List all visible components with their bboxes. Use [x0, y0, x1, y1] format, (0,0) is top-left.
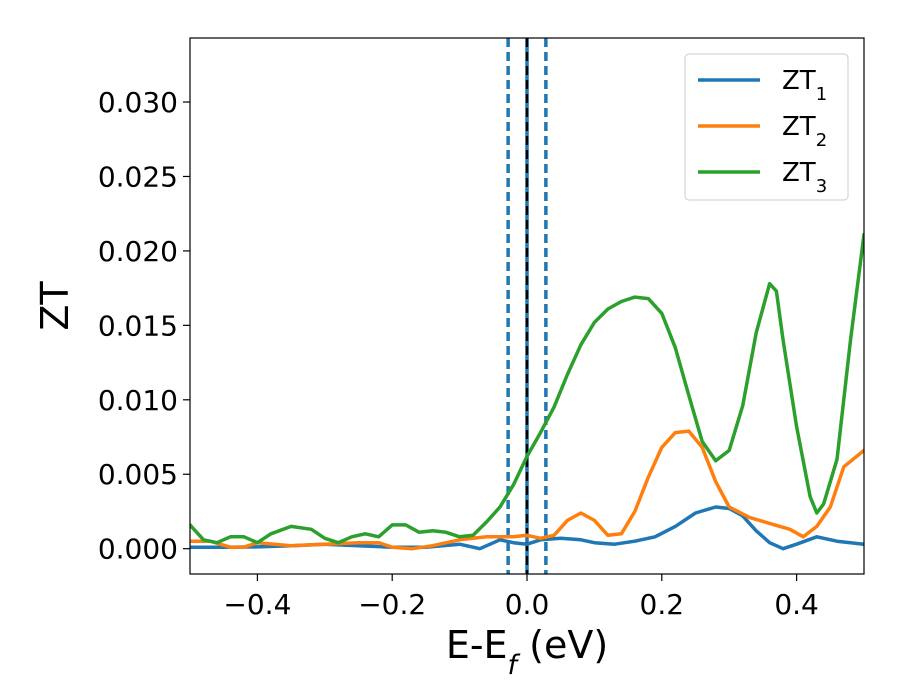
legend: ZT1 ZT2 ZT3 [684, 53, 849, 201]
y-tick-label: 0.020 [98, 235, 178, 268]
y-tick-label: 0.015 [98, 309, 178, 342]
y-tick-label: 0.005 [98, 458, 178, 491]
y-tick-label: 0.025 [98, 160, 178, 193]
x-tick-label: 0.4 [774, 588, 819, 621]
y-tick-label: 0.010 [98, 384, 178, 417]
legend-label-zt2: ZT2 [782, 112, 827, 151]
x-tick-label: −0.2 [358, 588, 426, 621]
series-line-zt3 [190, 232, 864, 545]
legend-label-zt1: ZT1 [782, 66, 827, 105]
x-axis-label: E-Ef (eV) [446, 623, 608, 681]
x-tick-label: 0.2 [640, 588, 685, 621]
y-tick-label: 0.030 [98, 86, 178, 119]
y-tick-label: 0.000 [98, 533, 178, 566]
x-tick-label: 0.0 [505, 588, 550, 621]
legend-box [684, 53, 849, 201]
y-axis-label: ZT [33, 281, 77, 331]
x-tick-label: −0.4 [223, 588, 291, 621]
series-line-zt1 [190, 505, 864, 551]
legend-label-zt3: ZT3 [782, 158, 827, 197]
